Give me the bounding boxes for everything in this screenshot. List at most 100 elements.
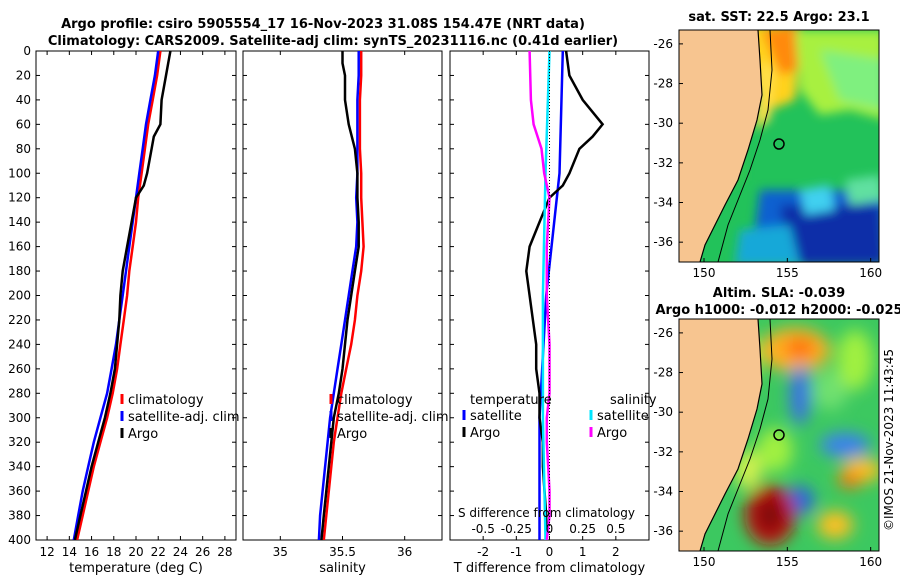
x-tick-label: 20: [128, 545, 143, 559]
map-x-tick-label: 160: [859, 555, 882, 569]
series-line-satellite-adj--clim: [317, 51, 360, 540]
panel-frame: [35, 50, 237, 541]
sla-map: [679, 319, 879, 551]
sla-coastline: [699, 319, 763, 551]
panel-frame: [449, 50, 650, 541]
x-tick-label: 14: [62, 545, 77, 559]
sla-land: [679, 319, 762, 551]
map-ticks: 150 155 160 -26 -28 -30 -32 -34 -36 150 155 160 -26 -…: [653, 37, 882, 569]
s-tick-label: -0.25: [501, 522, 532, 536]
x-tick-label: 36: [397, 545, 412, 559]
x-tick-label: 1: [579, 545, 587, 559]
profile-panels: 0204060801001201401601802002202402602803…: [8, 44, 657, 576]
y-tick-label: 140: [8, 215, 31, 229]
x-tick-label: 18: [106, 545, 121, 559]
x-tick-label: 26: [195, 545, 210, 559]
series-line-climatology: [75, 51, 162, 540]
legend-title-salinity: salinity: [610, 393, 657, 408]
x-tick-label: 35: [273, 545, 288, 559]
y-tick-label: 380: [8, 509, 31, 523]
sla-isobath: [717, 319, 773, 551]
map-y-tick-label: -32: [653, 445, 673, 459]
legend-label: Argo: [337, 427, 367, 442]
map-y-tick-label: -26: [653, 326, 673, 340]
legend-label: satellite: [470, 409, 522, 424]
series-line-argo: [320, 51, 360, 540]
x-tick-label: 24: [173, 545, 188, 559]
y-tick-label: 180: [8, 264, 31, 278]
y-tick-label: 360: [8, 484, 31, 498]
sst-coastline: [699, 30, 763, 262]
legend-label: satellite-adj. clim: [337, 410, 449, 425]
map-y-tick-label: -28: [653, 366, 673, 380]
s-axis-label: S difference from climatology: [458, 506, 635, 520]
s-tick-label: 0: [546, 522, 554, 536]
sst-map: [679, 30, 879, 262]
map-x-tick-label: 155: [776, 266, 799, 280]
y-tick-label: 300: [8, 411, 31, 425]
sla-argo-marker: [773, 429, 785, 441]
y-tick-label: 200: [8, 289, 31, 303]
x-axis-label: temperature (deg C): [69, 561, 203, 576]
x-tick-label: 22: [151, 545, 166, 559]
x-axis-label: T difference from climatology: [453, 561, 646, 576]
s-tick-label: -0.5: [471, 522, 494, 536]
x-tick-label: -2: [477, 545, 489, 559]
y-tick-label: 240: [8, 337, 31, 351]
legend-label: satellite-adj. clim: [128, 410, 240, 425]
map-x-tick-label: 155: [776, 555, 799, 569]
series-group: [525, 51, 605, 540]
y-tick-label: 100: [8, 166, 31, 180]
x-axis-label: salinity: [319, 561, 366, 576]
y-tick-label: 40: [16, 93, 31, 107]
map2-title-line2: Argo h1000: -0.012 h2000: -0.025: [655, 303, 900, 318]
y-tick-label: 60: [16, 117, 31, 131]
legend-label: Argo: [128, 427, 158, 442]
map-y-tick-label: -36: [653, 524, 673, 538]
map-y-tick-label: -32: [653, 156, 673, 170]
map-x-tick-label: 150: [693, 266, 716, 280]
map1-title: sat. SST: 22.5 Argo: 23.1: [688, 10, 869, 25]
panel-frame: [242, 50, 443, 541]
legend-label: climatology: [337, 393, 413, 408]
map-y-tick-label: -36: [653, 235, 673, 249]
x-tick-label: 2: [612, 545, 620, 559]
y-tick-label: 220: [8, 313, 31, 327]
y-tick-label: 120: [8, 191, 31, 205]
legend-label: climatology: [128, 393, 204, 408]
series-line-climatology: [322, 51, 365, 540]
timestamp: ©IMOS 21-Nov-2023 11:43:45: [882, 349, 896, 531]
legend-label: Argo: [470, 426, 500, 441]
profile-panel-3: -2 -1 0 1 2 T difference from climatology temp…: [449, 50, 657, 576]
sst-argo-marker: [773, 138, 785, 150]
x-tick-label: 12: [39, 545, 54, 559]
x-tick-label: 16: [84, 545, 99, 559]
sst-map-frame: [678, 29, 880, 263]
map-y-tick-label: -30: [653, 405, 673, 419]
series-group: [317, 51, 365, 540]
series-line-s-satellite: [541, 51, 551, 540]
map2-title-line1: Altim. SLA: -0.039: [713, 286, 845, 301]
profile-panel-2: 35 35.5 36 salinity climatology satellite-adj…: [242, 50, 449, 576]
map-y-tick-label: -30: [653, 116, 673, 130]
legend-title-temperature: temperature: [470, 393, 552, 408]
y-tick-label: 400: [8, 533, 31, 547]
x-tick-label: -1: [510, 545, 522, 559]
series-group: [72, 51, 172, 540]
series-line-argo: [73, 51, 172, 540]
series-line-s-argo: [528, 51, 551, 540]
main-title-line2: Climatology: CARS2009. Satellite-adj cli…: [48, 34, 618, 49]
legend-label: satellite: [597, 409, 649, 424]
y-tick-label: 80: [16, 142, 31, 156]
map-y-tick-label: -28: [653, 77, 673, 91]
sst-isobath: [717, 30, 773, 262]
map-x-tick-label: 150: [693, 555, 716, 569]
y-tick-label: 20: [16, 68, 31, 82]
map-y-tick-label: -26: [653, 37, 673, 51]
y-tick-label: 280: [8, 386, 31, 400]
s-tick-label: 0.5: [606, 522, 625, 536]
y-tick-label: 260: [8, 362, 31, 376]
main-title-line1: Argo profile: csiro 5905554_17 16-Nov-20…: [61, 17, 585, 32]
map-y-tick-label: -34: [653, 485, 673, 499]
